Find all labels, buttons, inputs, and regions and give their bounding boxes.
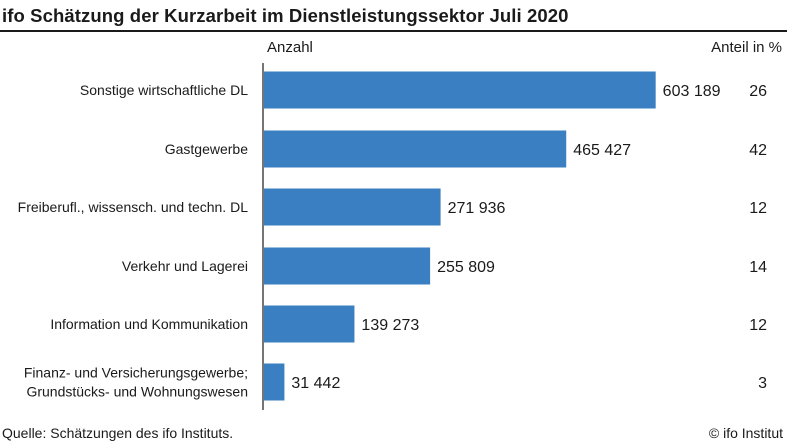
share-value: 26 [749, 83, 767, 100]
column-header-share: Anteil in % [711, 39, 782, 56]
chart-title: ifo Schätzung der Kurzarbeit im Dienstle… [2, 5, 569, 26]
bar [264, 188, 441, 226]
share-value: 12 [749, 317, 767, 334]
bar [264, 130, 567, 168]
bar-value-label: 465 427 [573, 142, 631, 159]
category-label: Freiberufl., wissensch. und techn. DL [18, 199, 249, 215]
bar-value-label: 271 936 [448, 200, 506, 217]
bar-value-label: 255 809 [437, 259, 495, 276]
category-label: Finanz- und Versicherungsgewerbe; [24, 365, 248, 381]
share-value: 14 [749, 259, 767, 276]
share-value: 42 [749, 142, 767, 159]
title-rule [0, 30, 787, 32]
bar-value-label: 31 442 [291, 375, 340, 392]
copyright-note: © ifo Institut [708, 425, 783, 441]
source-note: Quelle: Schätzungen des ifo Instituts. [2, 425, 234, 441]
share-value: 12 [749, 200, 767, 217]
column-header-count: Anzahl [267, 39, 313, 56]
bar [264, 247, 431, 285]
category-label: Gastgewerbe [165, 141, 248, 157]
category-label: Grundstücks- und Wohnungswesen [26, 384, 248, 400]
bar [264, 305, 355, 343]
category-label: Verkehr und Lagerei [122, 258, 248, 274]
share-value: 3 [758, 375, 767, 392]
bar [264, 363, 285, 401]
category-label: Information und Kommunikation [50, 316, 248, 332]
bar-value-label: 139 273 [361, 317, 419, 334]
bar-value-label: 603 189 [663, 83, 721, 100]
category-label: Sonstige wirtschaftliche DL [80, 82, 248, 98]
bar [264, 71, 656, 109]
